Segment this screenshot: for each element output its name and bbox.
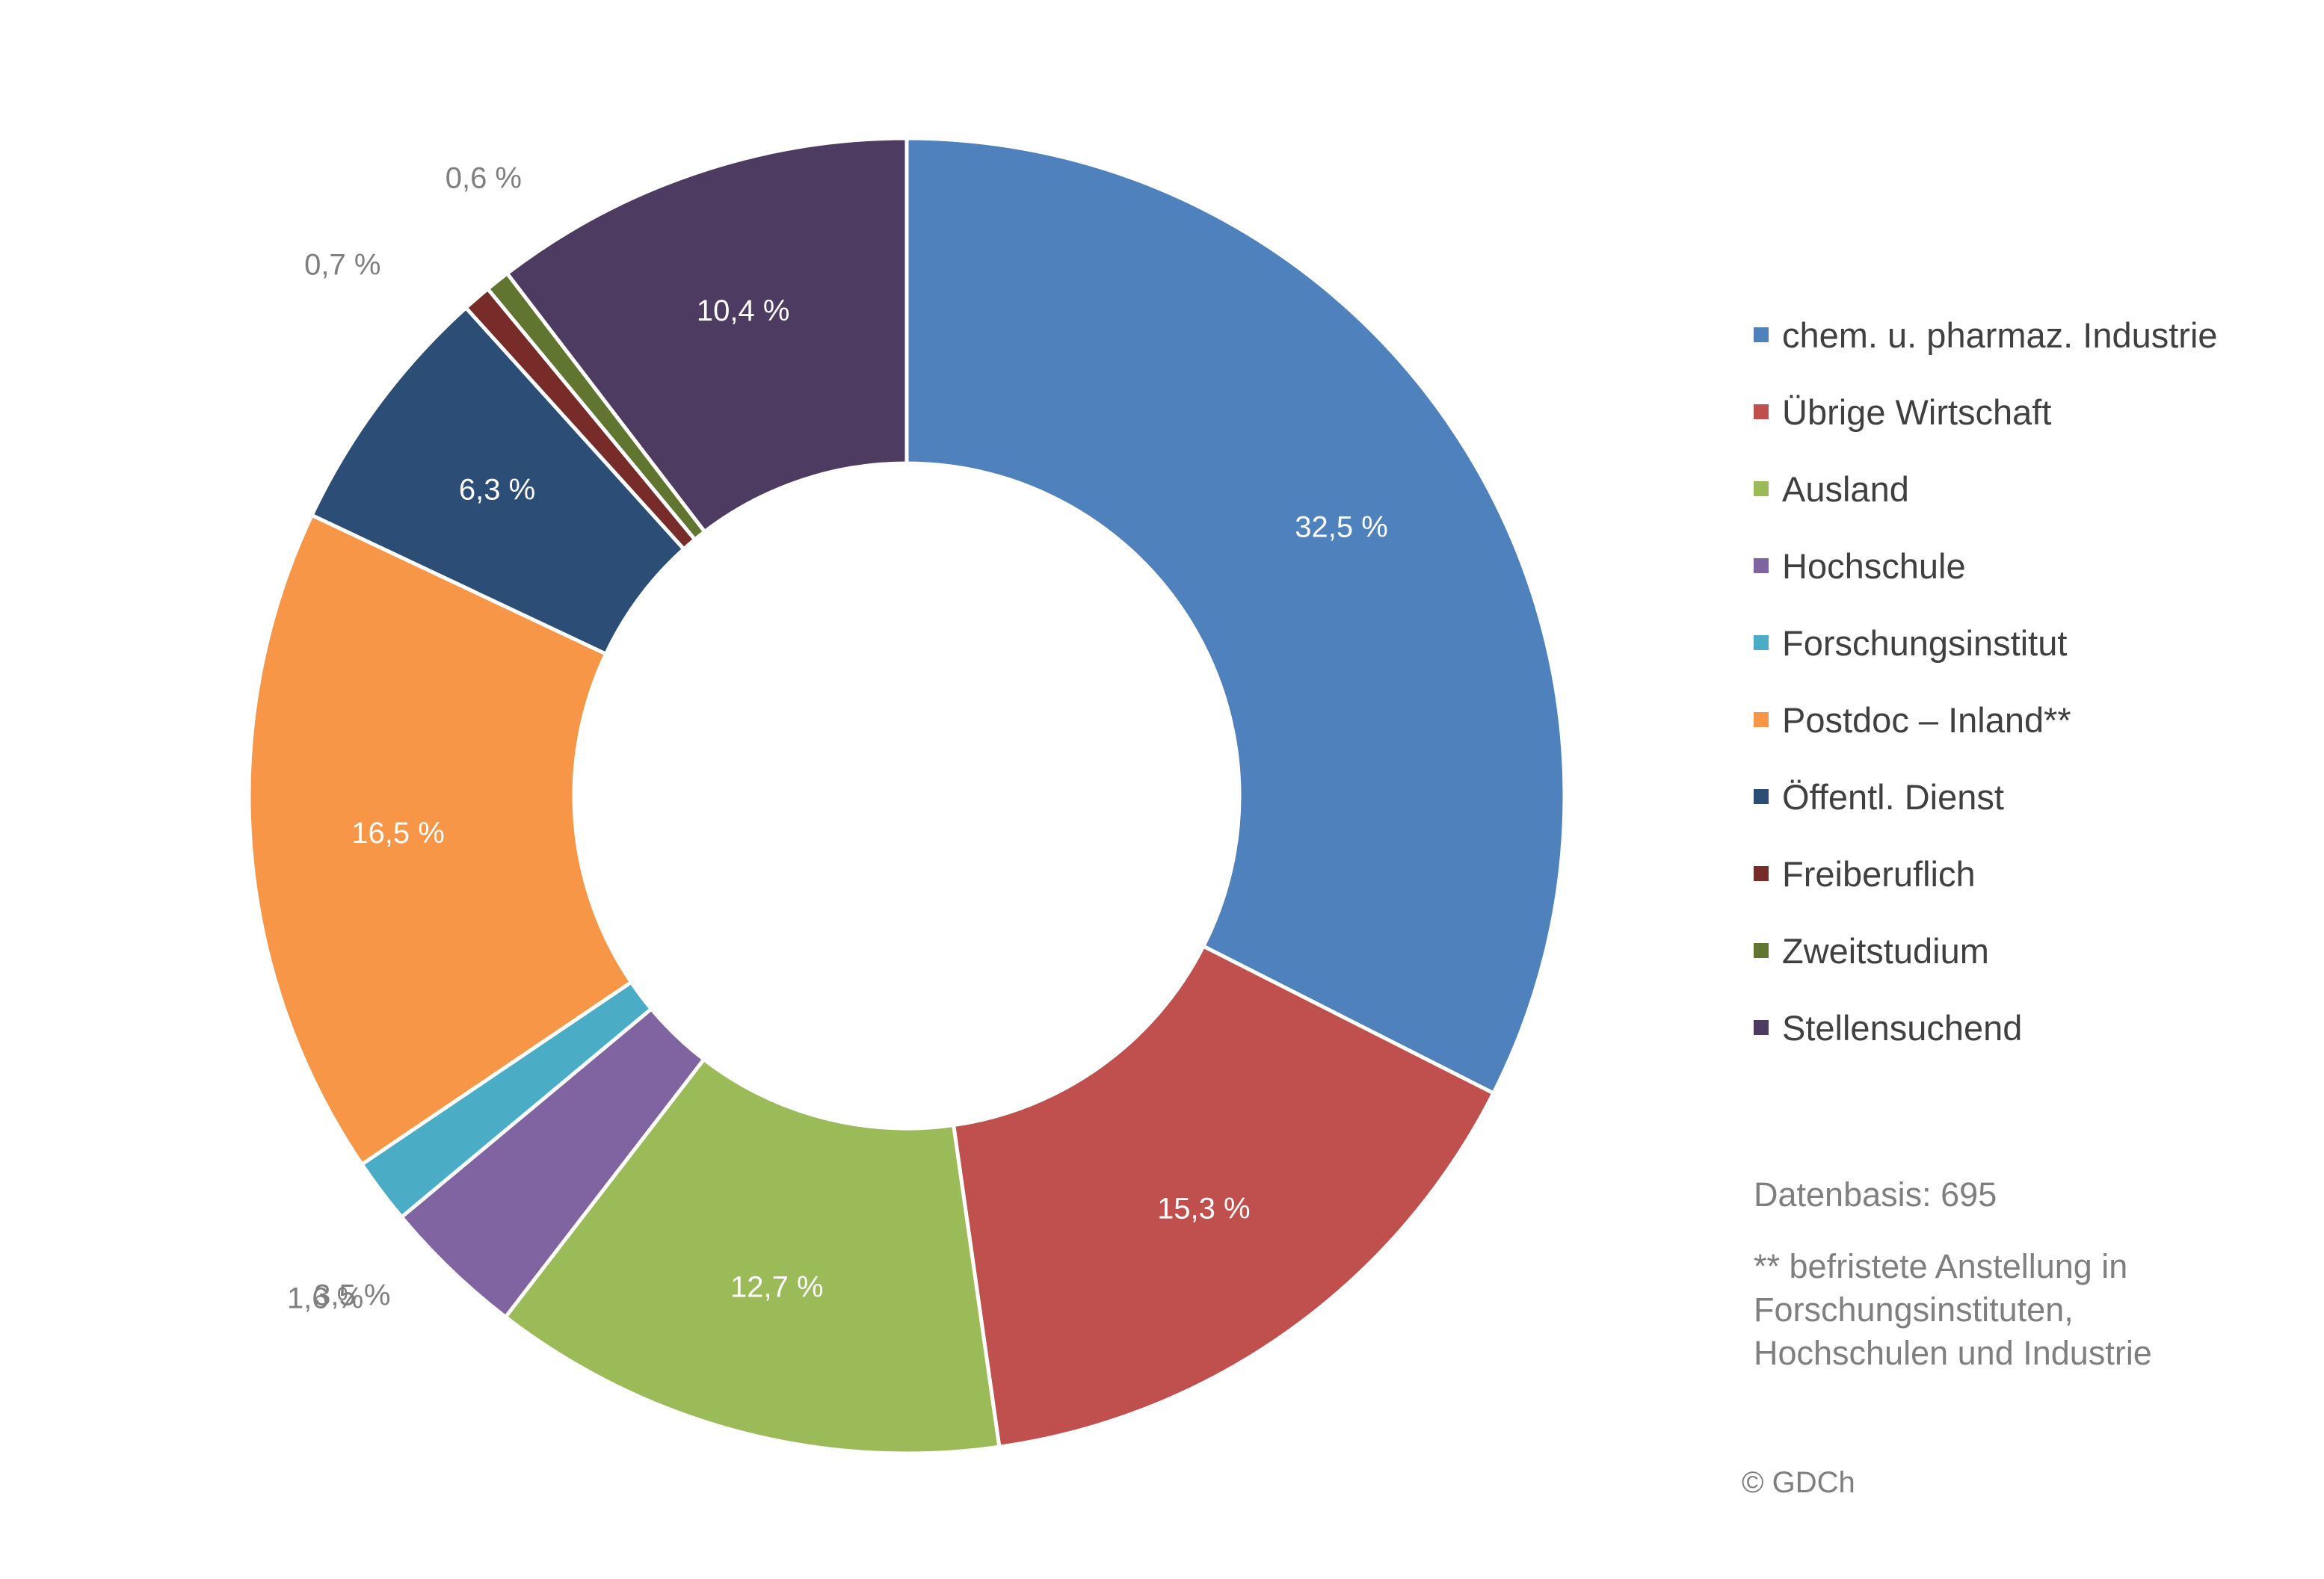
legend-label: Forschungsinstitut (1782, 622, 2068, 663)
donut-value-labels: 32,5 % 15,3 % 12,7 % 3,5 %1,6 % 16,5 % 6,3 % 0… (287, 161, 1388, 1314)
legend-swatch (1754, 866, 1769, 881)
legend-swatch (1754, 404, 1769, 419)
legend-item-chem-u-pharmaz-industrie: chem. u. pharmaz. Industrie (1754, 314, 2218, 356)
footnote-line-2: Forschungsinstituten, (1754, 1291, 2074, 1329)
legend-label: Hochschule (1782, 546, 1966, 586)
slice-chem-u-pharmaz-industrie (904, 136, 1567, 1096)
legend-item-zweitstudium: Zweitstudium (1754, 930, 1989, 971)
value-label-postdoc-inland: 16,5 % (351, 817, 445, 850)
value-label-chem-u-pharmaz-industrie: 32,5 % (1295, 510, 1388, 543)
legend-swatch (1754, 789, 1769, 804)
value-label-zweitstudium: 0,6 % (446, 161, 522, 194)
legend-label: Zweitstudium (1782, 930, 1989, 971)
value-label-stellensuchend: 10,4 % (697, 294, 790, 327)
legend-label: Ausland (1782, 469, 1909, 509)
legend-item-postdoc-inland: Postdoc – Inland** (1754, 699, 2071, 741)
legend-item-hochschule: Hochschule (1754, 545, 1966, 587)
legend-item-freiberuflich: Freiberuflich (1754, 853, 1976, 894)
legend-swatch (1754, 1020, 1769, 1035)
value-label-forschungsinstitut: 1,6 % (287, 1282, 363, 1315)
legend-swatch (1754, 481, 1769, 496)
legend-label: Übrige Wirtschaft (1782, 392, 2052, 432)
legend-label: Freiberuflich (1782, 853, 1976, 894)
donut-slices (247, 136, 1567, 1456)
value-label-offentl-dienst: 6,3 % (459, 474, 535, 507)
copyright-notice: © GDCh (1742, 1466, 1855, 1499)
value-label-ausland: 12,7 % (730, 1271, 824, 1304)
value-label-ubrige-wirtschaft: 15,3 % (1157, 1192, 1251, 1225)
value-label-freiberuflich: 0,7 % (304, 248, 380, 281)
value-label-hochschule: 3,5 % (314, 1279, 390, 1311)
legend-swatch (1754, 558, 1769, 573)
legend-swatch (1754, 943, 1769, 958)
legend-label: chem. u. pharmaz. Industrie (1782, 315, 2218, 355)
slice-postdoc-inland (247, 513, 634, 1167)
legend-swatch (1754, 635, 1769, 650)
legend-swatch (1754, 327, 1769, 342)
legend-item-ubrige-wirtschaft: Übrige Wirtschaft (1754, 391, 2051, 433)
slice-ubrige-wirtschaft (951, 943, 1497, 1450)
footnote-line-3: Hochschulen und Industrie (1754, 1334, 2152, 1372)
legend-item-ausland: Ausland (1754, 468, 1909, 510)
legend-label: Postdoc – Inland** (1782, 699, 2071, 740)
legend-swatch (1754, 712, 1769, 727)
legend-label: Öffentl. Dienst (1782, 776, 2004, 817)
legend-item-forschungsinstitut: Forschungsinstitut (1754, 622, 2067, 664)
data-basis-note: Datenbasis: 695 (1754, 1175, 1997, 1214)
legend-label: Stellensuchend (1782, 1007, 2023, 1048)
legend-item-stellensuchend: Stellensuchend (1754, 1007, 2022, 1048)
legend-item-offentl-dienst: Öffentl. Dienst (1754, 776, 2004, 818)
footnote-line-1: ** befristete Anstellung in (1754, 1247, 2128, 1285)
slice-stellensuchend (504, 136, 909, 535)
